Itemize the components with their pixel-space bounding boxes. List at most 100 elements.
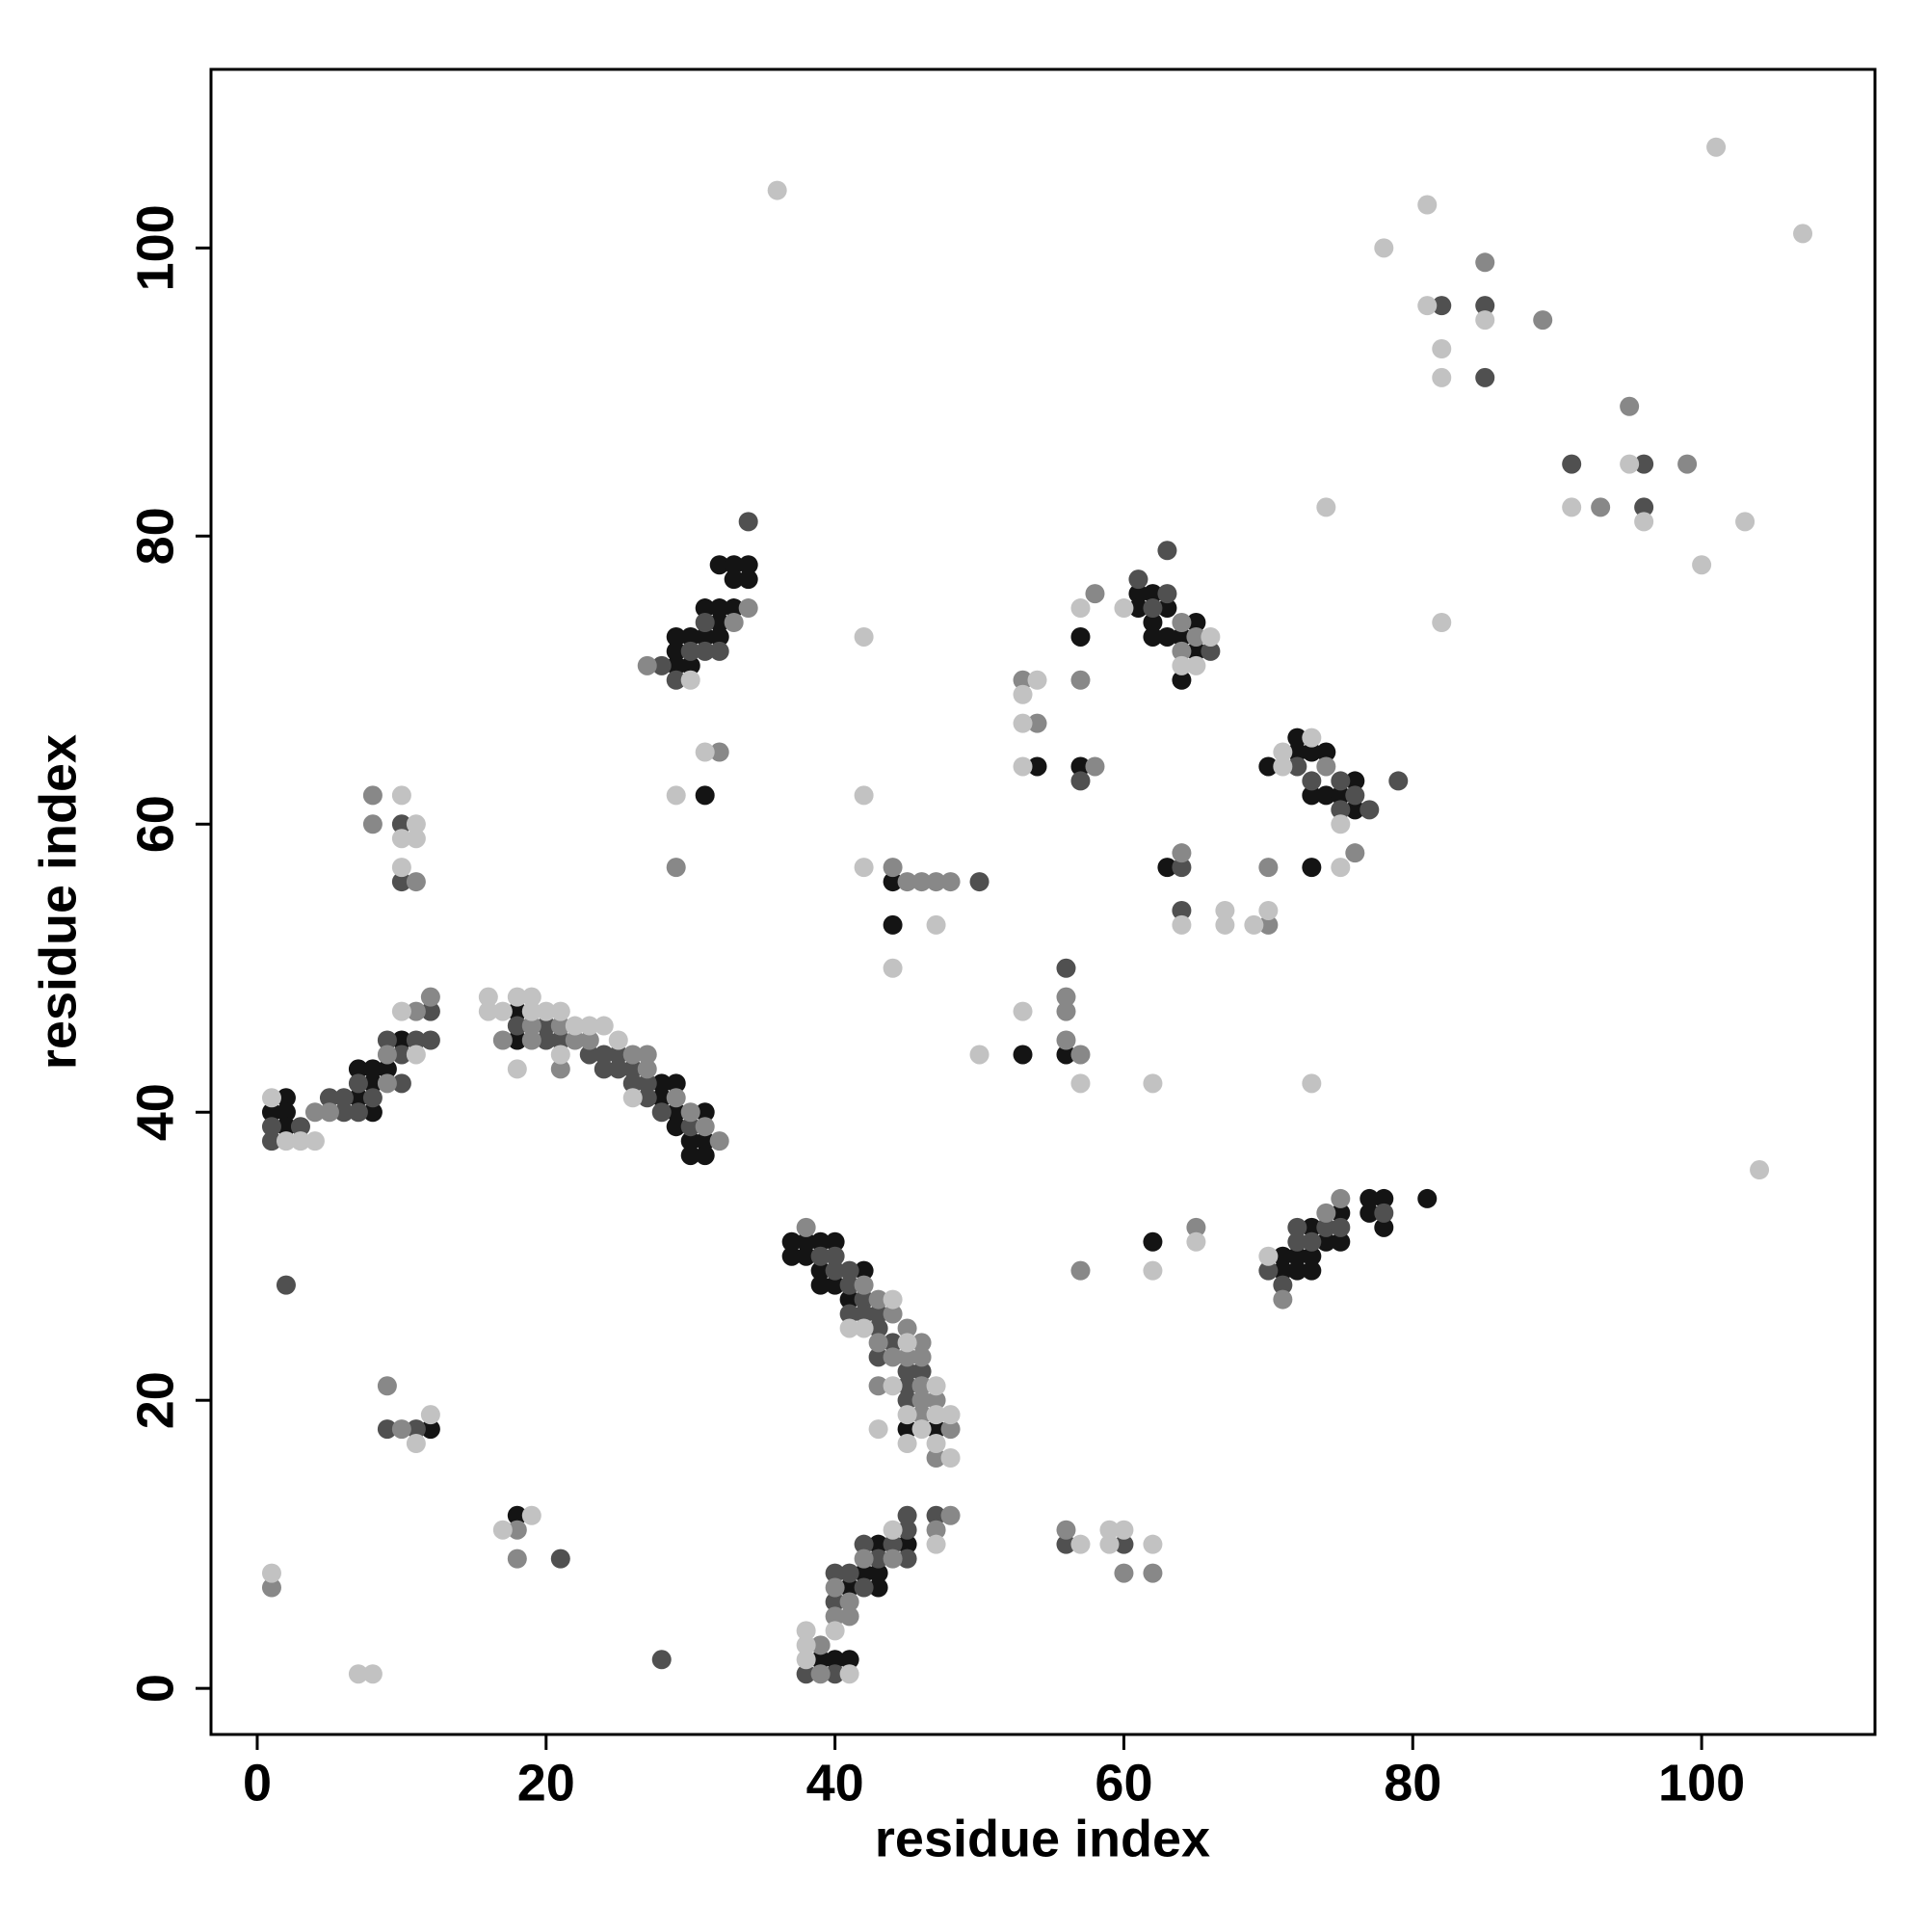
point: [507, 987, 527, 1007]
point: [868, 1376, 888, 1396]
point: [680, 1146, 700, 1166]
point: [926, 1434, 946, 1454]
point: [1157, 858, 1177, 878]
point: [507, 1059, 527, 1079]
point: [897, 1520, 917, 1540]
point: [1085, 756, 1105, 777]
point: [1172, 641, 1192, 661]
point: [868, 1318, 888, 1338]
point: [377, 1376, 397, 1396]
x-tick-label: 60: [1095, 1754, 1152, 1812]
x-tick-label: 40: [806, 1754, 864, 1812]
point: [854, 1260, 874, 1281]
point: [883, 1289, 903, 1310]
point: [883, 958, 903, 978]
point: [1013, 670, 1033, 690]
point: [839, 1563, 859, 1583]
point: [651, 1102, 672, 1123]
point: [1013, 756, 1033, 777]
point: [825, 1577, 845, 1598]
point: [666, 858, 686, 878]
point: [1070, 598, 1091, 619]
point: [680, 641, 700, 661]
point: [377, 1030, 397, 1050]
point: [868, 1577, 888, 1598]
point: [926, 1534, 946, 1554]
point: [1070, 1260, 1091, 1281]
point: [911, 1419, 932, 1440]
point: [1359, 1188, 1380, 1208]
point: [709, 613, 729, 633]
point: [637, 655, 657, 675]
point: [362, 1059, 383, 1079]
point: [1172, 843, 1192, 863]
point: [261, 1088, 281, 1108]
point: [579, 1016, 599, 1036]
point: [666, 785, 686, 806]
point: [926, 1447, 946, 1468]
point: [478, 987, 498, 1007]
point: [839, 1289, 859, 1310]
point: [1258, 858, 1279, 878]
point: [550, 1059, 570, 1079]
point: [724, 613, 744, 633]
point: [897, 1333, 917, 1353]
point: [333, 1088, 354, 1108]
point: [1591, 497, 1611, 517]
point: [1345, 771, 1365, 791]
point: [1186, 613, 1206, 633]
point: [854, 858, 874, 878]
point: [1013, 684, 1033, 704]
point: [854, 1275, 874, 1295]
point: [926, 1419, 946, 1440]
point: [1157, 598, 1177, 619]
point: [1287, 756, 1307, 777]
point: [276, 1117, 296, 1137]
point: [1302, 1073, 1322, 1094]
point: [883, 1304, 903, 1324]
point: [1475, 367, 1495, 387]
point: [1331, 858, 1351, 878]
point: [709, 1131, 729, 1151]
point: [1316, 742, 1336, 762]
point: [1302, 1231, 1322, 1252]
point: [825, 1606, 845, 1627]
point: [868, 1534, 888, 1554]
point: [1417, 195, 1438, 215]
point: [1128, 584, 1148, 604]
point: [391, 1045, 411, 1065]
point: [1302, 728, 1322, 748]
point: [637, 1045, 657, 1065]
point: [940, 1405, 961, 1425]
point: [883, 914, 903, 935]
point: [1157, 626, 1177, 647]
point: [1215, 914, 1235, 935]
point: [1172, 900, 1192, 920]
point: [391, 1073, 411, 1094]
point: [536, 1001, 556, 1021]
point: [1070, 670, 1091, 690]
point: [507, 1016, 527, 1036]
point: [724, 569, 744, 590]
point: [825, 1246, 845, 1266]
point: [261, 1131, 281, 1151]
x-tick-label: 20: [517, 1754, 575, 1812]
point: [1331, 800, 1351, 820]
point: [666, 1088, 686, 1108]
point: [651, 1650, 672, 1670]
point: [1533, 310, 1553, 331]
point: [1316, 497, 1336, 517]
point: [420, 1405, 440, 1425]
point: [695, 1131, 715, 1151]
point: [868, 1304, 888, 1324]
point: [1172, 613, 1192, 633]
point: [926, 1390, 946, 1411]
point: [810, 1275, 831, 1295]
point: [724, 555, 744, 575]
point: [911, 1333, 932, 1353]
point: [680, 626, 700, 647]
point: [1302, 1246, 1322, 1266]
point: [1432, 296, 1452, 316]
point: [724, 598, 744, 619]
